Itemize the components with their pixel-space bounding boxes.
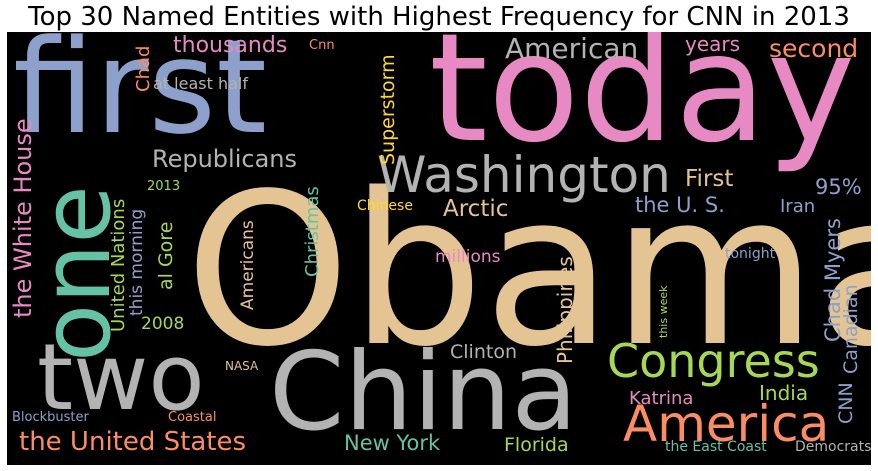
word-china: China [269,330,578,455]
word-the-u-s: the U. S. [635,193,725,217]
word-the-white-house: the White House [9,118,37,318]
word-the-united-states: the United States [19,427,246,457]
word-washington: Washington [377,146,671,204]
word-cloud: Obama today first one two China Washingt… [7,32,871,465]
word-this-morning: this morning [127,208,147,316]
word-first-large: first [13,32,268,163]
chart-title: Top 30 Named Entities with Highest Frequ… [28,2,850,32]
word-second: second [769,34,859,63]
word-democrats: Democrats [795,439,871,455]
word-tonight: tonight [725,246,776,262]
word-congress: Congress [607,334,820,388]
word-iran: Iran [780,196,816,217]
word-first-small: First [685,166,734,192]
word-al-gore: al Gore [155,221,177,290]
word-cnn-small: Cnn [309,38,335,53]
word-clinton: Clinton [450,341,517,363]
word-coastal: Coastal [168,410,217,425]
word-95-percent: 95% [815,175,862,199]
word-florida: Florida [504,434,569,456]
word-2013: 2013 [147,179,181,194]
word-obama: Obama [185,148,871,393]
word-this-week: this week [657,285,670,338]
word-two: two [37,324,205,431]
word-chinese: Chinese [357,198,413,214]
word-years: years [685,32,741,56]
word-millions: millions [435,247,501,267]
word-the-east-coast: the East Coast [665,439,767,455]
word-canadian: Canadian [840,284,862,374]
word-2008: 2008 [141,314,185,334]
word-india: India [759,381,809,405]
word-thousands: thousands [173,33,288,58]
word-american: American [505,32,639,65]
word-blockbuster: Blockbuster [12,410,89,425]
word-arctic: Arctic [443,196,509,222]
word-nasa: NASA [225,359,259,373]
word-at-least-half: at least half [153,74,248,93]
word-united-nations: United Nations [108,198,129,332]
word-katrina: Katrina [629,388,694,409]
word-republicans: Republicans [152,145,297,173]
word-superstorm: Superstorm [377,54,399,165]
word-philippines: Philippines [553,256,577,364]
word-americans: Americans [238,220,258,310]
word-america: America [623,395,830,453]
word-chad: Chad [133,45,154,92]
word-new-york: New York [344,431,441,455]
word-today: today [429,32,856,176]
word-christmas: Christmas [302,186,323,277]
word-cnn: CNN [835,382,857,424]
